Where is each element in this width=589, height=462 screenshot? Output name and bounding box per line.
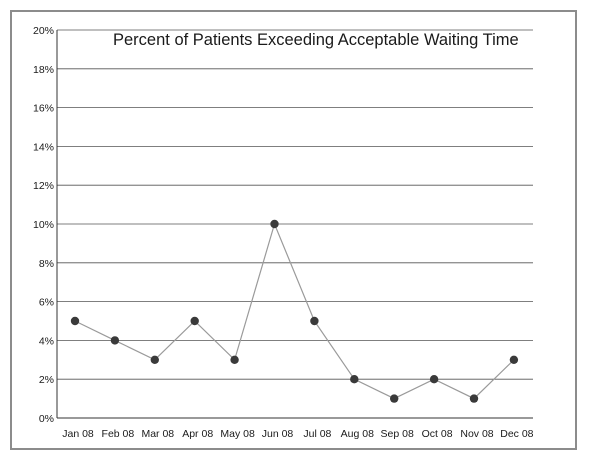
gridlines bbox=[57, 29, 533, 380]
x-tick-label: May 08 bbox=[220, 428, 255, 440]
data-point bbox=[150, 355, 159, 364]
y-tick-label: 4% bbox=[39, 335, 54, 347]
y-tick-label: 14% bbox=[33, 141, 54, 153]
x-tick-label: Sep 08 bbox=[381, 428, 414, 440]
data-point bbox=[509, 355, 519, 364]
y-tick-label: 18% bbox=[33, 64, 54, 76]
x-tick-label: Aug 08 bbox=[341, 428, 374, 440]
y-tick-label: 2% bbox=[39, 374, 54, 386]
y-tick-label: 0% bbox=[39, 413, 54, 425]
data-point bbox=[270, 219, 279, 229]
x-tick-label: Jan 08 bbox=[62, 428, 94, 440]
x-tick-label: Oct 08 bbox=[422, 428, 453, 440]
data-point bbox=[190, 316, 199, 326]
axes bbox=[56, 30, 533, 419]
x-tick-label: Apr 08 bbox=[182, 428, 213, 440]
y-tick-label: 8% bbox=[39, 258, 54, 270]
data-point bbox=[469, 394, 479, 403]
series bbox=[70, 219, 519, 403]
y-tick-label: 6% bbox=[39, 297, 54, 309]
data-point bbox=[70, 316, 80, 326]
x-tick-label: Dec 08 bbox=[500, 428, 533, 440]
x-tick-label: Feb 08 bbox=[102, 428, 135, 440]
y-tick-labels: 0% 2% 4% 6% 8% 10% 12% 14% 16% 18% 20% bbox=[33, 25, 54, 425]
chart-frame bbox=[10, 10, 577, 450]
y-tick-label: 16% bbox=[33, 103, 54, 115]
series-line bbox=[74, 222, 515, 400]
data-point bbox=[110, 336, 120, 345]
data-point bbox=[350, 375, 359, 384]
data-point bbox=[390, 394, 399, 403]
chart-title: Percent of Patients Exceeding Acceptable… bbox=[113, 31, 519, 49]
y-tick-label: 20% bbox=[33, 25, 54, 37]
x-tick-labels: Jan 08 Feb 08 Mar 08 Apr 08 May 08 Jun 08 Jul … bbox=[62, 428, 533, 440]
y-tick-label: 12% bbox=[33, 180, 54, 192]
x-tick-label: Mar 08 bbox=[141, 428, 174, 440]
data-point bbox=[230, 355, 239, 364]
y-tick-label: 10% bbox=[33, 219, 54, 231]
x-tick-label: Jul 08 bbox=[303, 428, 331, 440]
x-tick-label: Nov 08 bbox=[460, 428, 493, 440]
data-point bbox=[310, 316, 319, 326]
data-point bbox=[429, 375, 439, 384]
x-tick-label: Jun 08 bbox=[262, 428, 294, 440]
